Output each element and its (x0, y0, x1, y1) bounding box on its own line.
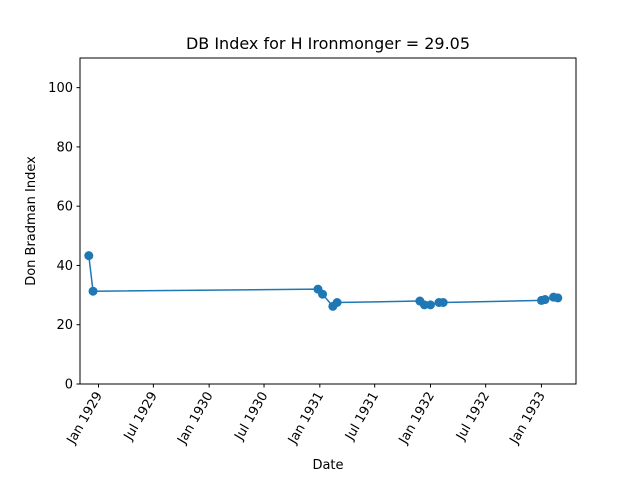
y-axis-label: Don Bradman Index (24, 156, 39, 286)
x-tick-label: Jan 1931 (285, 390, 327, 448)
x-tick-label: Jul 1930 (232, 390, 272, 444)
y-axis-ticks: 0 20 40 60 80 100 (48, 81, 80, 393)
y-tick-label: 60 (56, 200, 73, 215)
x-tick-label: Jul 1931 (342, 390, 382, 444)
x-tick-label: Jan 1930 (174, 390, 216, 448)
plot-frame (79, 57, 577, 385)
data-point (318, 289, 328, 299)
data-point (540, 295, 550, 305)
y-tick-label: 100 (48, 81, 73, 96)
y-tick-label: 20 (56, 318, 73, 333)
x-axis-ticks: Jan 1929 Jul 1929 Jan 1930 Jul 1930 Jan 1931… (64, 384, 549, 447)
data-point (553, 293, 563, 303)
x-tick-label: Jan 1932 (396, 390, 438, 448)
x-tick-label: Jan 1929 (64, 390, 106, 448)
y-tick-label: 40 (56, 259, 73, 274)
chart-title: DB Index for H Ironmonger = 29.05 (186, 34, 470, 53)
x-tick-label: Jul 1929 (121, 390, 161, 444)
y-tick-label: 80 (56, 140, 73, 155)
x-axis-label: Date (312, 458, 343, 473)
data-point (425, 300, 435, 310)
data-point (332, 298, 342, 307)
data-series (84, 251, 563, 311)
data-point (84, 251, 94, 261)
plot-area (80, 58, 576, 384)
x-tick-label: Jan 1933 (507, 390, 549, 448)
data-point (88, 286, 98, 296)
data-point (438, 298, 448, 307)
y-tick-label: 0 (65, 378, 73, 393)
x-tick-label: Jul 1932 (453, 390, 493, 444)
